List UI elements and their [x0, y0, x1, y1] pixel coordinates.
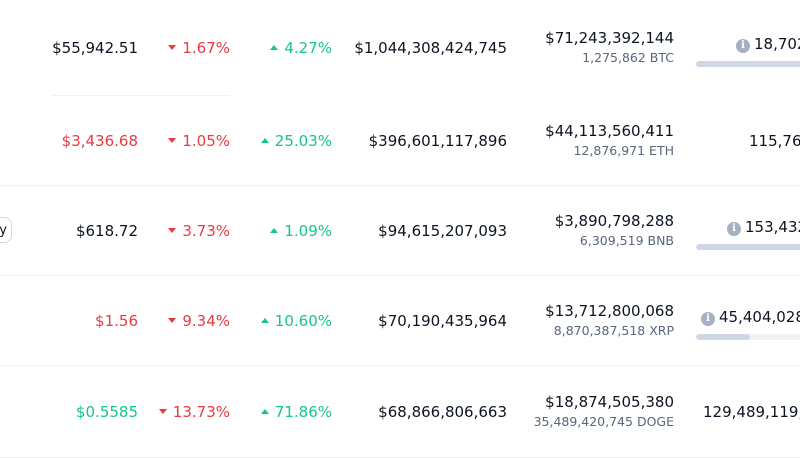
price-cell: $3,436.68 [61, 131, 138, 150]
change-1h-cell: 3.73% [168, 221, 230, 241]
caret-up-icon [260, 137, 269, 143]
caret-down-icon [168, 44, 177, 50]
market-cap-cell: $94,615,207,093 [378, 222, 507, 240]
change-1h-cell: 1.05% [168, 131, 230, 151]
caret-down-icon [168, 228, 177, 233]
circulating-supply-cell: i 18,702 [736, 34, 800, 54]
caret-up-icon [270, 44, 279, 50]
change-7d-cell: 25.03% [260, 131, 332, 151]
volume-cell[interactable]: $44,113,560,411 [545, 121, 674, 140]
volume-coin-amount: 12,876,971 ETH [573, 142, 674, 158]
caret-up-icon [260, 409, 269, 414]
circulating-supply-cell: 115,769 [749, 131, 800, 151]
table-row[interactable]: $1.56 9.34% 10.60% $70,190,435,964 $13,712,8… [0, 276, 800, 366]
row-divider [52, 95, 230, 96]
volume-coin-amount: 1,275,862 BTC [582, 49, 674, 65]
change-7d-cell: 4.27% [270, 38, 332, 58]
table-row[interactable]: $55,942.51 1.67% 4.27% $1,044,308,424,745 $7… [0, 0, 800, 95]
volume-cell[interactable]: $13,712,800,068 [545, 302, 674, 320]
supply-progress-fill [696, 60, 800, 67]
change-1h-cell: 13.73% [158, 402, 230, 422]
change-7d-value: 4.27% [284, 38, 332, 57]
change-7d-cell: 71.86% [260, 402, 332, 422]
supply-progress-bar [696, 334, 800, 340]
circulating-supply-cell: i 153,432 [727, 217, 800, 237]
change-7d-value: 1.09% [284, 222, 332, 240]
info-icon[interactable]: i [736, 38, 750, 53]
supply-progress-bar [696, 244, 800, 250]
volume-coin-amount: 8,870,387,518 XRP [553, 323, 674, 338]
volume-cell[interactable]: $18,874,505,380 [545, 393, 674, 411]
circulating-supply-value: 115,769 [749, 131, 800, 150]
info-icon[interactable]: i [727, 222, 741, 236]
caret-up-icon [270, 228, 279, 233]
row-divider [0, 365, 800, 366]
buy-button[interactable]: y [0, 217, 12, 243]
volume-coin-amount: 6,309,519 BNB [579, 233, 674, 248]
caret-down-icon [168, 137, 177, 143]
change-7d-value: 10.60% [274, 312, 332, 330]
change-7d-cell: 10.60% [260, 311, 332, 331]
market-cap-cell: $396,601,117,896 [368, 131, 507, 150]
change-7d-value: 25.03% [274, 131, 332, 150]
table-row[interactable]: $3,436.68 1.05% 25.03% $396,601,117,896 $44,… [0, 95, 800, 186]
circulating-supply-value: 45,404,028 [719, 308, 800, 326]
price-cell: $0.5585 [75, 403, 138, 421]
row-divider [0, 185, 800, 186]
price-cell: $618.72 [75, 222, 138, 240]
table-row[interactable]: $0.5585 13.73% 71.86% $68,866,806,663 $18,87… [0, 366, 800, 458]
change-1h-value: 9.34% [182, 312, 230, 330]
market-cap-cell: $68,866,806,663 [378, 403, 507, 421]
market-cap-cell: $1,044,308,424,745 [354, 38, 507, 57]
change-1h-value: 1.67% [182, 38, 230, 57]
change-1h-value: 13.73% [172, 403, 230, 421]
change-1h-value: 3.73% [182, 222, 230, 240]
supply-progress-fill [696, 244, 800, 250]
volume-cell[interactable]: $71,243,392,144 [545, 28, 674, 47]
circulating-supply-value: 129,489,119,2 [703, 403, 800, 421]
caret-down-icon [158, 409, 167, 414]
change-7d-value: 71.86% [274, 403, 332, 421]
circulating-supply-value: 18,702 [754, 34, 800, 53]
change-1h-value: 1.05% [182, 131, 230, 150]
supply-progress-fill [696, 334, 750, 340]
volume-coin-amount: 35,489,420,745 DOGE [533, 414, 674, 429]
table-row[interactable]: $618.72 3.73% 1.09% $94,615,207,093 $3,890,7… [0, 186, 800, 276]
caret-up-icon [260, 318, 269, 323]
caret-down-icon [168, 318, 177, 323]
row-divider [0, 275, 800, 276]
change-1h-cell: 1.67% [168, 38, 230, 58]
market-cap-cell: $70,190,435,964 [378, 312, 507, 330]
change-1h-cell: 9.34% [168, 311, 230, 331]
change-7d-cell: 1.09% [270, 221, 332, 241]
price-cell: $55,942.51 [52, 38, 138, 57]
volume-cell[interactable]: $3,890,798,288 [554, 212, 674, 230]
supply-progress-bar [696, 60, 800, 67]
circulating-supply-cell: 129,489,119,2 [703, 402, 800, 422]
circulating-supply-cell: i 45,404,028 [701, 307, 800, 327]
price-cell: $1.56 [95, 312, 138, 330]
circulating-supply-value: 153,432 [745, 218, 800, 236]
info-icon[interactable]: i [701, 312, 715, 326]
